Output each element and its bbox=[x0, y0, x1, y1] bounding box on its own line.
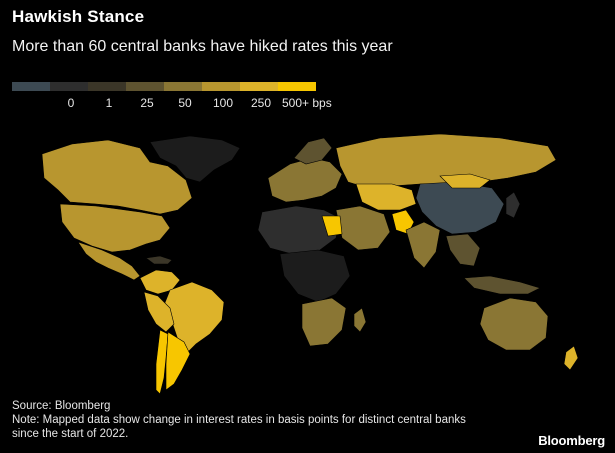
legend: 0 1 25 50 100 250 500+ bps bbox=[12, 82, 332, 114]
region-indonesia bbox=[463, 275, 541, 295]
region-north-africa bbox=[257, 205, 341, 255]
region-scandinavia bbox=[293, 137, 333, 165]
region-usa bbox=[59, 203, 171, 253]
region-new-zealand bbox=[563, 345, 579, 371]
legend-label: 50 bbox=[178, 96, 192, 110]
legend-swatch bbox=[12, 82, 50, 91]
region-mexico bbox=[77, 241, 141, 281]
region-middle-east bbox=[335, 205, 391, 251]
chart-title: Hawkish Stance bbox=[12, 7, 145, 26]
legend-label: 0 bbox=[67, 96, 75, 110]
region-japan bbox=[505, 191, 521, 219]
legend-swatch bbox=[126, 82, 164, 91]
region-india bbox=[405, 221, 441, 269]
region-peru bbox=[143, 291, 175, 333]
region-southeast-asia bbox=[445, 233, 481, 267]
region-europe bbox=[267, 157, 343, 203]
legend-label: 100 bbox=[212, 96, 234, 110]
legend-label: 250 bbox=[250, 96, 272, 110]
region-argentina bbox=[165, 331, 191, 391]
region-greenland bbox=[149, 135, 241, 183]
chart-subtitle: More than 60 central banks have hiked ra… bbox=[12, 38, 393, 55]
region-southern-africa bbox=[301, 297, 347, 347]
world-map bbox=[41, 133, 579, 395]
legend-swatch bbox=[164, 82, 202, 91]
legend-label: 500+ bps bbox=[282, 96, 332, 110]
legend-swatch bbox=[50, 82, 88, 91]
source-note: Source: Bloomberg bbox=[12, 400, 111, 412]
brand-logo: Bloomberg bbox=[538, 433, 605, 448]
legend-label: 1 bbox=[105, 96, 113, 110]
legend-label: 25 bbox=[140, 96, 154, 110]
region-colombia bbox=[139, 269, 181, 295]
region-egypt bbox=[321, 215, 343, 237]
region-central-asia bbox=[355, 183, 417, 211]
region-australia bbox=[479, 297, 549, 351]
legend-swatch bbox=[278, 82, 316, 91]
region-madagascar bbox=[353, 307, 367, 333]
footnote: Note: Mapped data show change in interes… bbox=[12, 414, 466, 440]
legend-swatch bbox=[202, 82, 240, 91]
legend-swatch bbox=[88, 82, 126, 91]
legend-swatch bbox=[240, 82, 278, 91]
region-central-africa bbox=[279, 249, 351, 303]
region-mongolia bbox=[439, 173, 491, 189]
region-caribbean bbox=[145, 255, 173, 265]
region-canada bbox=[41, 139, 193, 215]
